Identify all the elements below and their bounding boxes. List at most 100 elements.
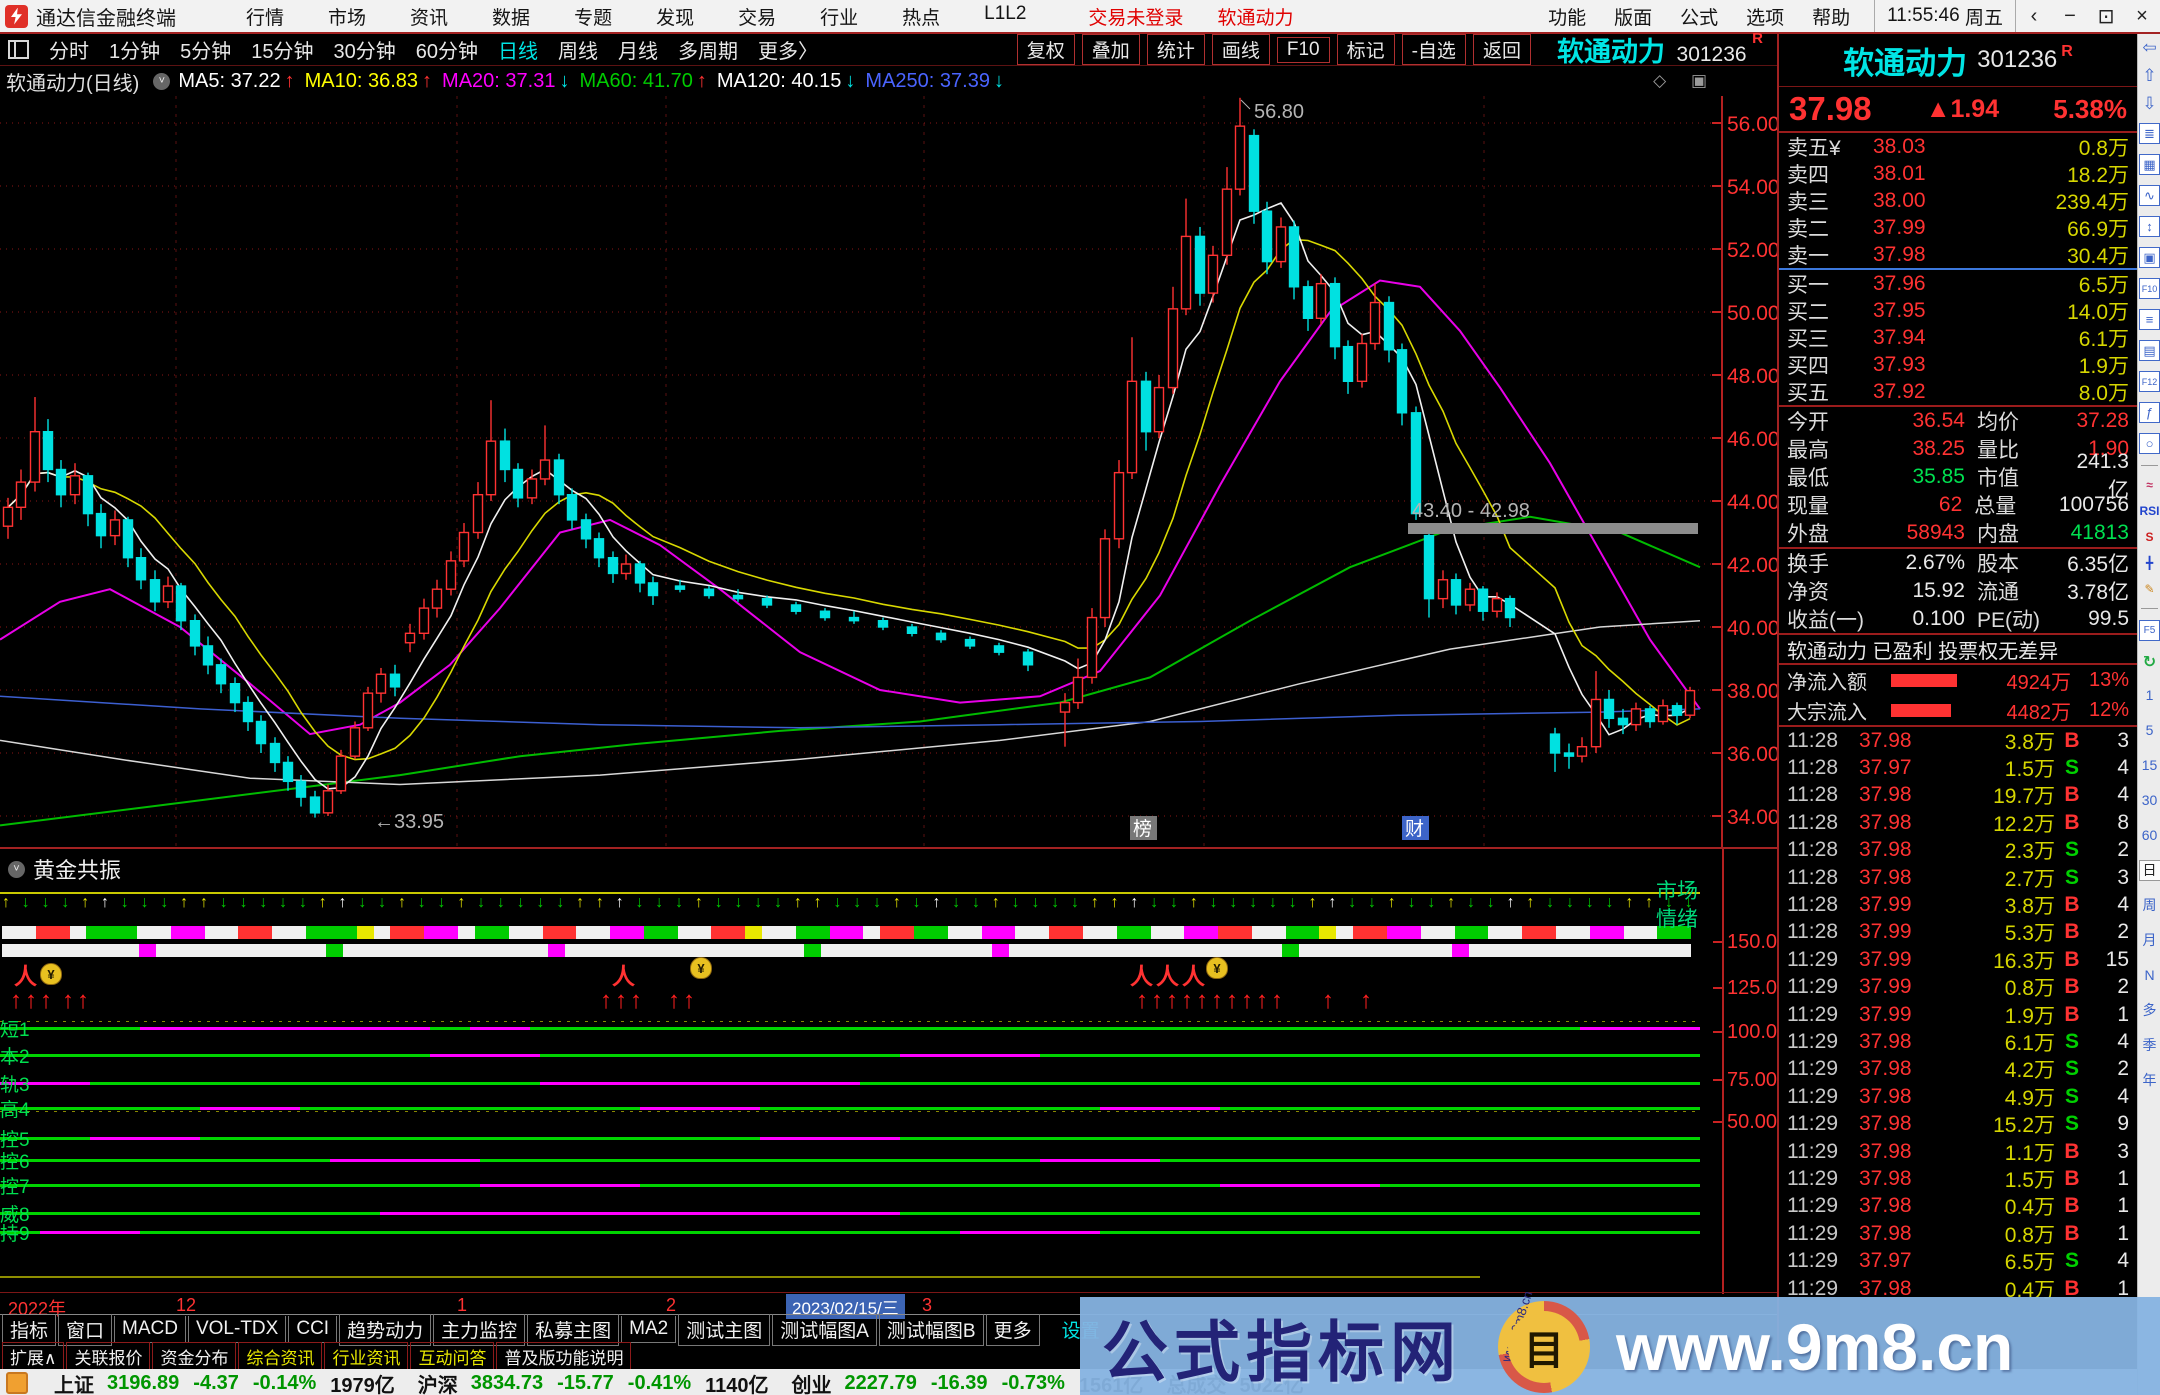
menu-item-版面[interactable]: 版面 [1614, 7, 1653, 29]
strip-period-日[interactable]: 日 [2138, 860, 2160, 881]
tab-资金分布[interactable]: 资金分布 [152, 1342, 237, 1371]
f5-refresh-button[interactable]: F5 [2139, 620, 2160, 641]
toolbar-button-统计[interactable]: 统计 [1146, 34, 1205, 65]
tab-测试主图[interactable]: 测试主图 [678, 1313, 771, 1346]
main-chart[interactable]: 56.00 54.00 52.00 50.00 48.00 46.00 44.00 42.00… [0, 96, 1780, 847]
quote-list-icon[interactable]: ≣ [2139, 123, 2160, 144]
toolbar-button-F10[interactable]: F10 [1276, 36, 1330, 63]
refresh-icon[interactable]: ↻ [2142, 654, 2157, 671]
strip-period-30[interactable]: 30 [2141, 792, 2158, 808]
tab-VOL-TDX[interactable]: VOL-TDX [187, 1316, 287, 1343]
menu-item-发现[interactable]: 发现 [656, 7, 695, 29]
menubar-active-stock[interactable]: 软通动力 [1217, 7, 1294, 29]
back-arrow[interactable]: ⇦ [2142, 38, 2157, 57]
color-table-icon[interactable]: ▦ [2139, 154, 2160, 175]
ellipse-icon[interactable]: ○ [2139, 433, 2160, 454]
tab-MACD[interactable]: MACD [114, 1316, 186, 1343]
period-tab-周线[interactable]: 周线 [558, 41, 598, 63]
toolbar-button-画线[interactable]: 画线 [1211, 34, 1270, 65]
index-group-上证[interactable]: 上证 3196.89 -4.37 -0.14% 1979亿 [54, 1371, 395, 1395]
period-tab-分时[interactable]: 分时 [49, 41, 89, 63]
period-tab-月线[interactable]: 月线 [618, 41, 658, 63]
menu-item-专题[interactable]: 专题 [574, 7, 613, 29]
menu-item-选项[interactable]: 选项 [1746, 7, 1785, 29]
restore-button[interactable]: ⊡ [2097, 5, 2115, 28]
nav-back-button[interactable]: ‹ [2030, 4, 2038, 27]
menu-item-帮助[interactable]: 帮助 [1812, 7, 1851, 29]
tab-私募主图[interactable]: 私募主图 [527, 1313, 620, 1346]
menu-item-交易[interactable]: 交易 [738, 7, 777, 29]
indicator-chevron-icon[interactable]: ˅ [8, 860, 25, 878]
menu-item-L1L2[interactable]: L1L2 [984, 2, 1027, 24]
layout-icon[interactable] [8, 40, 29, 59]
tab-行业资讯[interactable]: 行业资讯 [324, 1342, 409, 1371]
waves-icon[interactable]: ≈ [2146, 478, 2153, 492]
period-tab-1分钟[interactable]: 1分钟 [109, 41, 161, 63]
f10-icon[interactable]: F10 [2139, 278, 2160, 299]
toolbar-button-叠加[interactable]: 叠加 [1081, 34, 1140, 65]
f12-icon[interactable]: F12 [2139, 371, 2160, 392]
login-status[interactable]: 交易未登录 [1088, 7, 1184, 29]
move-icon[interactable]: ╋ [2145, 556, 2154, 570]
tab-综合资讯[interactable]: 综合资讯 [238, 1342, 323, 1371]
trend-line-icon[interactable]: ∿ [2139, 185, 2160, 206]
period-tab-30分钟[interactable]: 30分钟 [333, 41, 396, 63]
structure-icon[interactable]: ≡ [2139, 309, 2160, 330]
market-status-icon[interactable] [6, 1372, 28, 1394]
strip-period-周[interactable]: 周 [2142, 897, 2157, 913]
menu-item-市场[interactable]: 市场 [328, 7, 367, 29]
chevron-down-icon[interactable]: ˅ [153, 72, 171, 90]
tab-测试幅图A[interactable]: 测试幅图A [772, 1313, 877, 1346]
menu-item-资讯[interactable]: 资讯 [410, 7, 449, 29]
tab-扩展∧[interactable]: 扩展∧ [2, 1342, 65, 1371]
minimize-button[interactable]: − [2064, 4, 2076, 27]
tab-趋势动力[interactable]: 趋势动力 [339, 1313, 432, 1346]
tab-CCI[interactable]: CCI [288, 1316, 338, 1343]
tab-MA2[interactable]: MA2 [621, 1316, 677, 1343]
strip-period-5[interactable]: 5 [2145, 722, 2154, 738]
signal-icon[interactable]: S [2145, 530, 2154, 544]
period-tab-15分钟[interactable]: 15分钟 [251, 41, 314, 63]
tick-list[interactable]: 11:28 37.98 3.8万 B 3 11:28 37.97 1.5万 S 4 11:28 37.… [1779, 727, 2137, 1302]
tab-更多[interactable]: 更多 [985, 1313, 1040, 1346]
tab-主力监控[interactable]: 主力监控 [433, 1313, 526, 1346]
strip-period-N[interactable]: N [2144, 967, 2155, 983]
tab-测试幅图B[interactable]: 测试幅图B [878, 1313, 984, 1346]
toolbar-button-返回[interactable]: 返回 [1472, 34, 1531, 65]
strip-period-月[interactable]: 月 [2142, 932, 2157, 948]
period-tab-日线[interactable]: 日线 [498, 41, 538, 63]
strip-period-季[interactable]: 季 [2142, 1037, 2157, 1053]
strip-period-15[interactable]: 15 [2141, 757, 2158, 773]
strip-period-年[interactable]: 年 [2142, 1072, 2157, 1088]
tab-关联报价[interactable]: 关联报价 [66, 1342, 151, 1371]
strip-period-多[interactable]: 多 [2142, 1002, 2157, 1018]
menu-item-公式[interactable]: 公式 [1680, 7, 1719, 29]
up-arrow[interactable]: ⇧ [2142, 66, 2157, 85]
tab-窗口[interactable]: 窗口 [58, 1313, 113, 1346]
down-arrow[interactable]: ⇩ [2142, 94, 2157, 113]
pencil-icon[interactable]: ✎ [2144, 582, 2155, 596]
kline-icon[interactable]: ↕ [2139, 216, 2160, 237]
toolbar-button-标记[interactable]: 标记 [1336, 34, 1395, 65]
menu-item-行业[interactable]: 行业 [820, 7, 859, 29]
rsi-icon[interactable]: RSI [2139, 504, 2160, 518]
pages-icon[interactable]: ▣ [2139, 247, 2160, 268]
menu-item-功能[interactable]: 功能 [1548, 7, 1587, 29]
tab-互动问答[interactable]: 互动问答 [410, 1342, 495, 1371]
formula-icon[interactable]: ƒ [2139, 402, 2160, 423]
strip-period-1[interactable]: 1 [2145, 687, 2154, 703]
index-group-沪深[interactable]: 沪深 3834.73 -15.77 -0.41% 1140亿 [417, 1371, 769, 1395]
pane-corner-icons[interactable]: ◇ ▣ [1653, 71, 1717, 90]
menu-item-热点[interactable]: 热点 [902, 7, 941, 29]
period-tab-更多〉[interactable]: 更多〉 [758, 41, 818, 63]
report-icon[interactable]: ▤ [2139, 340, 2160, 361]
menu-item-数据[interactable]: 数据 [492, 7, 531, 29]
toolbar-button--自选[interactable]: -自选 [1401, 34, 1466, 65]
tab-指标[interactable]: 指标 [2, 1313, 57, 1346]
close-button[interactable]: × [2136, 4, 2148, 27]
toolbar-button-复权[interactable]: 复权 [1016, 34, 1075, 65]
tab-普及版功能说明[interactable]: 普及版功能说明 [496, 1342, 632, 1371]
strip-period-60[interactable]: 60 [2141, 827, 2158, 843]
period-tab-5分钟[interactable]: 5分钟 [180, 41, 232, 63]
